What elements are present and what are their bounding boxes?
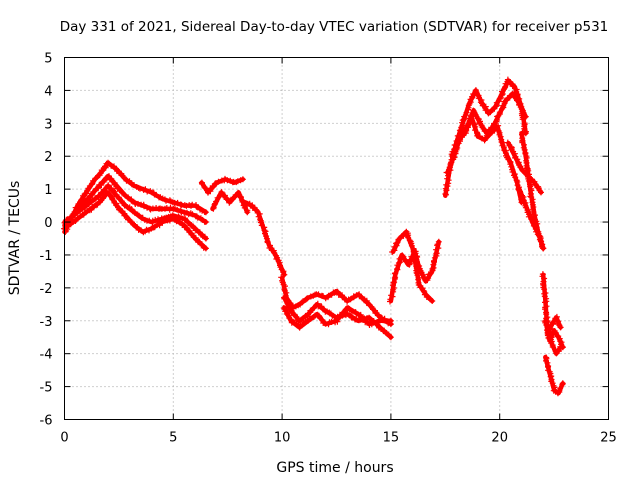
x-axis-label: GPS time / hours <box>276 460 393 476</box>
y-axis-label: SDTVAR / TECUs <box>7 181 23 296</box>
y-tick-label: -6 <box>40 414 53 429</box>
x-tick-label: 25 <box>600 431 617 446</box>
grid-layer <box>65 58 609 420</box>
axis-layer: 0 5 10 15 20 25 -6 -5 -4 -3 -2 -1 0 1 2 3 4 5 <box>40 52 617 446</box>
x-tick-label: 5 <box>169 431 177 446</box>
y-tick-label: 2 <box>44 150 52 165</box>
x-tick-label: 15 <box>383 431 400 446</box>
x-tick-label: 20 <box>491 431 508 446</box>
x-tick-label: 10 <box>274 431 291 446</box>
y-tick-label: -3 <box>40 315 53 330</box>
y-tick-label: -2 <box>40 282 53 297</box>
chart-title: Day 331 of 2021, Sidereal Day-to-day VTE… <box>60 19 609 35</box>
y-tick-label: -4 <box>40 348 53 363</box>
x-tick-label: 0 <box>60 431 68 446</box>
y-tick-label: -5 <box>40 381 53 396</box>
y-tick-label: 4 <box>44 84 52 99</box>
y-tick-label: -1 <box>40 249 53 264</box>
plot-frame <box>65 58 609 420</box>
y-tick-label: 0 <box>44 216 52 231</box>
y-tick-label: 1 <box>44 183 52 198</box>
series-track-19 <box>540 271 564 337</box>
chart-svg: Day 331 of 2021, Sidereal Day-to-day VTE… <box>0 0 640 480</box>
series-track-22 <box>543 355 566 397</box>
y-tick-label: 5 <box>44 52 52 67</box>
y-tick-label: 3 <box>44 117 52 132</box>
series-layer <box>61 77 566 397</box>
